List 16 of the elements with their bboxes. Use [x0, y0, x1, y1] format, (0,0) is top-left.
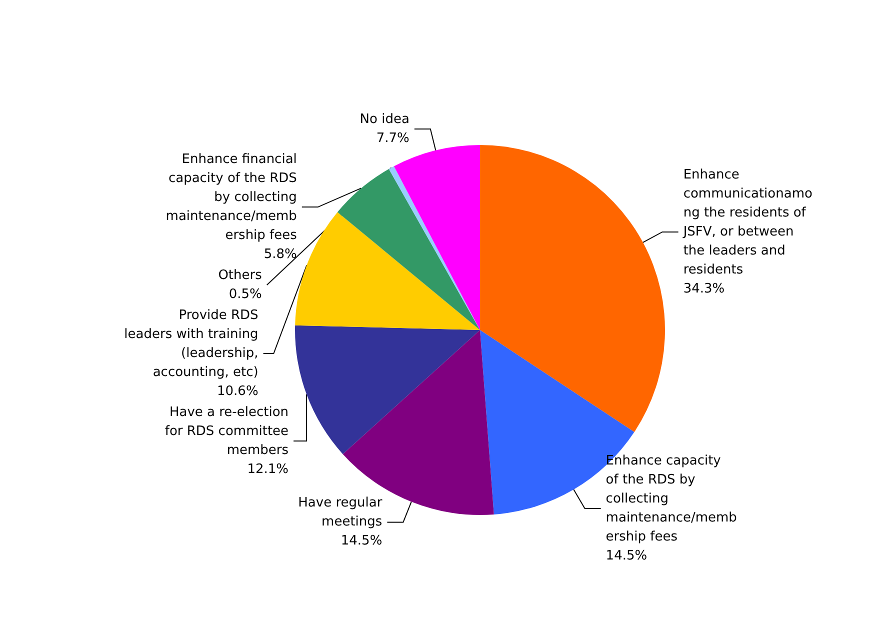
slice-label: Enhance financial capacity of the RDS by collecting maintenance/memb ership fees [166, 152, 298, 244]
data-label: 14.5% [340, 534, 382, 549]
data-label: 34.3% [683, 281, 725, 296]
data-label: 10.6% [217, 384, 258, 400]
data-label: 0.5% [228, 287, 262, 302]
data-label: 7.7% [376, 131, 410, 146]
slice-label: Enhance communicationamo ng the residents of JSFV, or between the leaders and residents [682, 167, 812, 278]
slice-label: Enhance capacity of the RDS by collecting maintenance/memb ership fees [606, 454, 737, 545]
data-label: 5.8% [264, 247, 297, 262]
slice-label: Have a re-election for RDS committee members [164, 405, 289, 458]
data-label: 14.5% [606, 548, 648, 564]
slice-label: Others [218, 268, 262, 284]
slice-label: Have regular meetings [298, 496, 383, 530]
slice-label: Provide RDS leaders with training (leadership, accounting, etc) [124, 308, 258, 380]
data-label: 12.1% [247, 462, 289, 478]
slice-label: No idea [360, 112, 410, 128]
